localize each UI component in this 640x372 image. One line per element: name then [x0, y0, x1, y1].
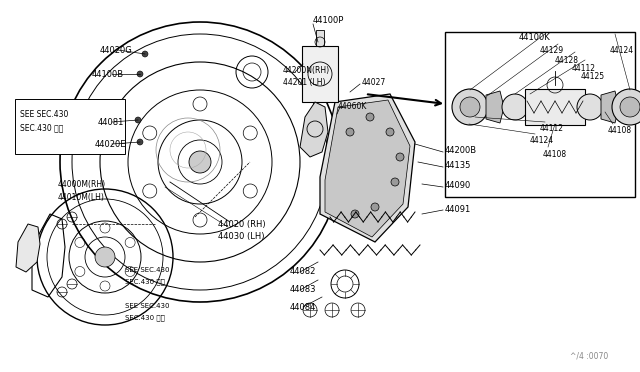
Circle shape: [391, 178, 399, 186]
Text: SEC.430 参照: SEC.430 参照: [125, 315, 165, 321]
Text: 44084: 44084: [290, 304, 316, 312]
Polygon shape: [601, 91, 619, 123]
Polygon shape: [486, 91, 504, 123]
Text: 44090: 44090: [445, 180, 471, 189]
Text: SEC.430 参照: SEC.430 参照: [20, 124, 63, 132]
Circle shape: [137, 71, 143, 77]
Text: 44201 (LH): 44201 (LH): [283, 77, 326, 87]
Text: 44030 (LH): 44030 (LH): [218, 231, 264, 241]
Bar: [15, 99, 125, 154]
Circle shape: [189, 151, 211, 173]
Text: 44128: 44128: [555, 55, 579, 64]
Circle shape: [460, 97, 480, 117]
Circle shape: [620, 97, 640, 117]
Text: SEE SEC.430: SEE SEC.430: [125, 267, 170, 273]
Text: 44112: 44112: [540, 124, 564, 132]
Circle shape: [366, 113, 374, 121]
Circle shape: [577, 94, 603, 120]
Text: 44129: 44129: [540, 45, 564, 55]
Text: 44082: 44082: [290, 267, 316, 276]
Bar: [445, 32, 635, 197]
Text: 44112: 44112: [572, 64, 596, 73]
Text: 44124: 44124: [530, 135, 554, 144]
Circle shape: [346, 128, 354, 136]
Text: ^/4 :0070: ^/4 :0070: [570, 352, 608, 360]
Text: 44091: 44091: [445, 205, 471, 214]
Text: 44100K: 44100K: [519, 32, 551, 42]
Circle shape: [452, 89, 488, 125]
Text: 44200B: 44200B: [445, 145, 477, 154]
Circle shape: [396, 153, 404, 161]
Circle shape: [612, 89, 640, 125]
Circle shape: [135, 117, 141, 123]
Circle shape: [502, 94, 528, 120]
Polygon shape: [300, 102, 328, 157]
Text: 44060K: 44060K: [338, 102, 367, 110]
Text: 44108: 44108: [543, 150, 567, 158]
Bar: [525, 89, 585, 125]
Text: 44125: 44125: [581, 71, 605, 80]
Text: SEC.430 参照: SEC.430 参照: [125, 279, 165, 285]
Text: 44200N(RH): 44200N(RH): [283, 65, 330, 74]
Text: 44020E: 44020E: [95, 140, 127, 148]
Circle shape: [351, 210, 359, 218]
Circle shape: [371, 203, 379, 211]
Text: 44081: 44081: [98, 118, 124, 126]
Text: 44135: 44135: [445, 160, 472, 170]
Text: 44027: 44027: [362, 77, 387, 87]
Text: 44010M(LH): 44010M(LH): [58, 192, 105, 202]
Text: 44000M(RH): 44000M(RH): [58, 180, 106, 189]
Text: 44108: 44108: [608, 125, 632, 135]
Circle shape: [142, 51, 148, 57]
Bar: [302, 46, 338, 102]
Text: SEE SEC.430: SEE SEC.430: [20, 109, 68, 119]
Polygon shape: [16, 224, 40, 272]
Circle shape: [95, 247, 115, 267]
Bar: [316, 30, 324, 46]
Polygon shape: [325, 100, 410, 237]
Text: 44083: 44083: [290, 285, 317, 295]
Text: 44100P: 44100P: [313, 16, 344, 25]
Text: SEE SEC.430: SEE SEC.430: [125, 303, 170, 309]
Text: 44020 (RH): 44020 (RH): [218, 219, 266, 228]
Circle shape: [386, 128, 394, 136]
Text: 44100B: 44100B: [92, 70, 124, 78]
Circle shape: [137, 139, 143, 145]
Polygon shape: [320, 94, 415, 242]
Text: 44020G: 44020G: [100, 45, 132, 55]
Text: 44124: 44124: [610, 45, 634, 55]
